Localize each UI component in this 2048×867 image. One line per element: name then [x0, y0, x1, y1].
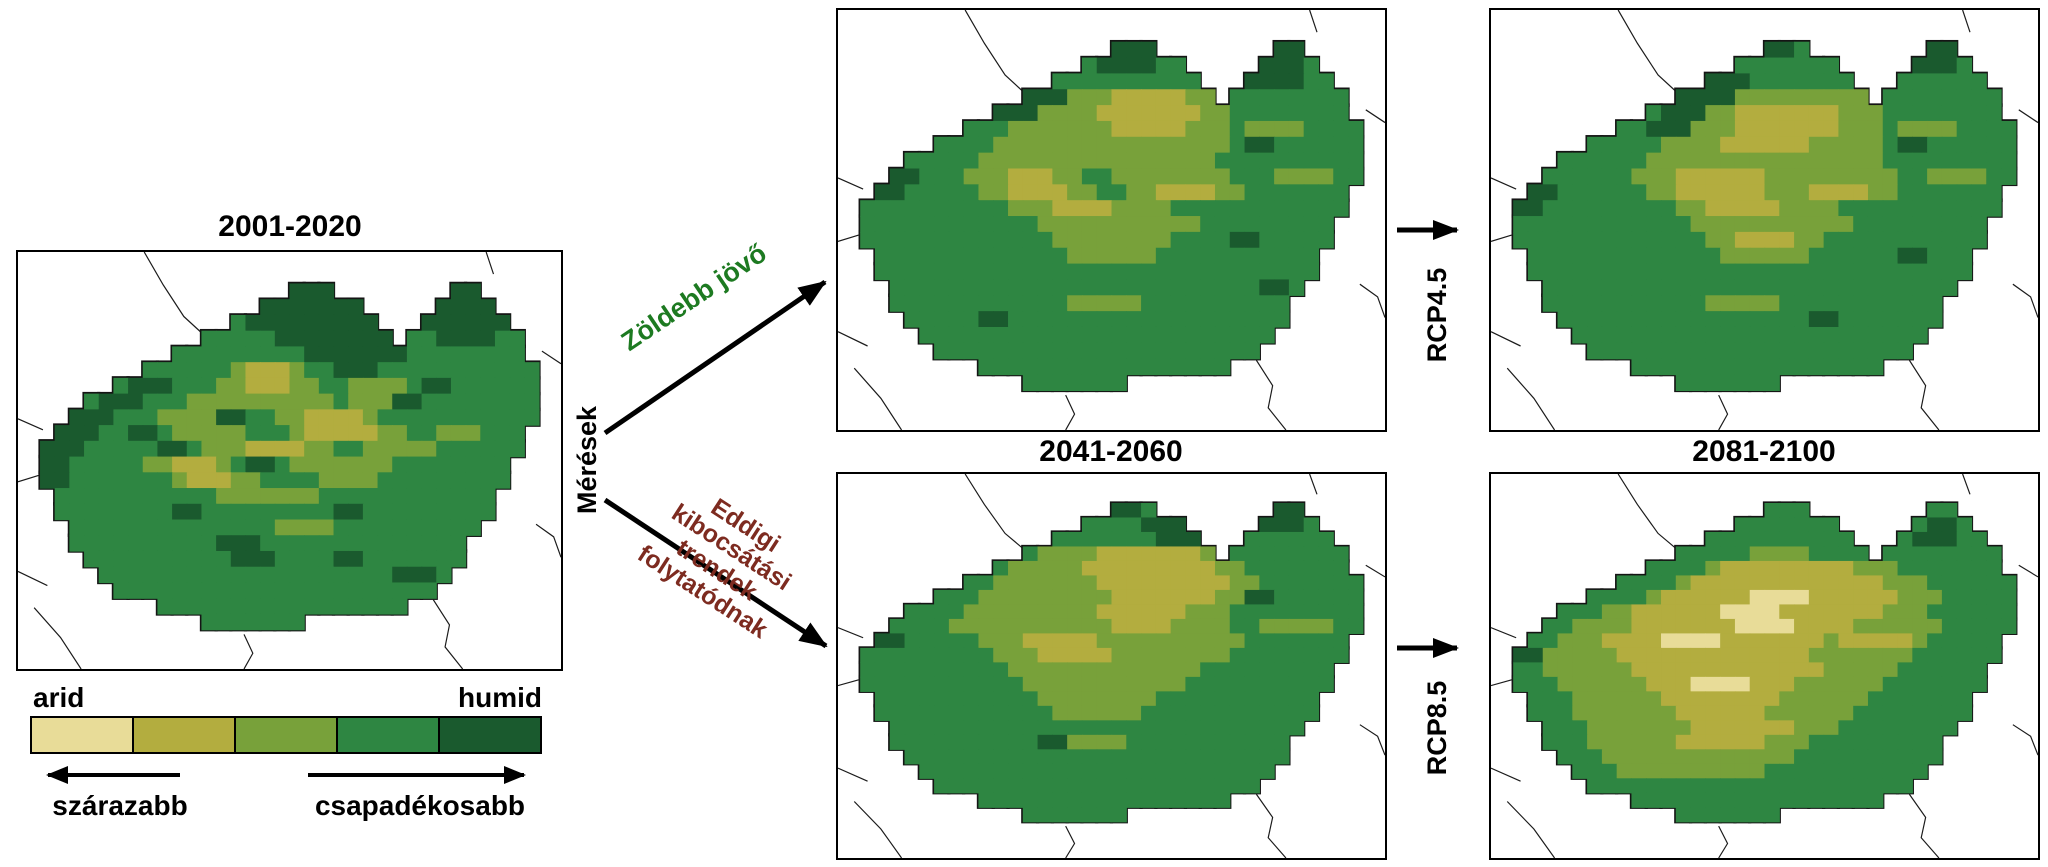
scenario-arrows: [603, 279, 828, 649]
legend-color-segment: [32, 718, 134, 752]
emissions-arrow: [603, 497, 828, 649]
measurements-label: Mérések: [572, 405, 602, 515]
rcp85-arrow: [1397, 638, 1459, 658]
legend-colorbar: [30, 716, 542, 754]
greener-future-arrow: [603, 279, 827, 436]
legend-color-segment: [440, 718, 540, 752]
period-title-endcentury: 2081-2100: [1692, 435, 1836, 468]
map-panel-rcp85-endcentury: [1489, 472, 2040, 860]
hungary-map-rcp45-endcentury: [1491, 10, 2038, 430]
legend-direction-arrows: [46, 766, 526, 784]
legend-humid-label: humid: [458, 682, 542, 713]
map-panel-rcp45-midcentury: [836, 8, 1387, 432]
hungary-map-rcp45-midcentury: [838, 10, 1385, 430]
map-panel-rcp85-midcentury: [836, 472, 1387, 860]
legend-drier-label: szárazabb: [52, 790, 188, 821]
legend-color-segment: [236, 718, 338, 752]
legend-color-segment: [338, 718, 440, 752]
hungary-map-observed: [18, 252, 561, 669]
period-title-midcentury: 2041-2060: [1039, 435, 1183, 468]
map-panel-rcp45-endcentury: [1489, 8, 2040, 432]
legend-arid-label: arid: [33, 682, 85, 713]
hungary-map-rcp85-midcentury: [838, 474, 1385, 858]
map-panel-observed: [16, 250, 563, 671]
rcp45-arrow: [1397, 220, 1459, 240]
period-title-observed: 2001-2020: [218, 210, 362, 243]
rcp85-label: RCP8.5: [1422, 680, 1452, 776]
rcp45-label: RCP4.5: [1422, 267, 1452, 363]
hungary-map-rcp85-endcentury: [1491, 474, 2038, 858]
legend-wetter-label: csapadékosabb: [314, 790, 526, 821]
legend-color-segment: [134, 718, 236, 752]
